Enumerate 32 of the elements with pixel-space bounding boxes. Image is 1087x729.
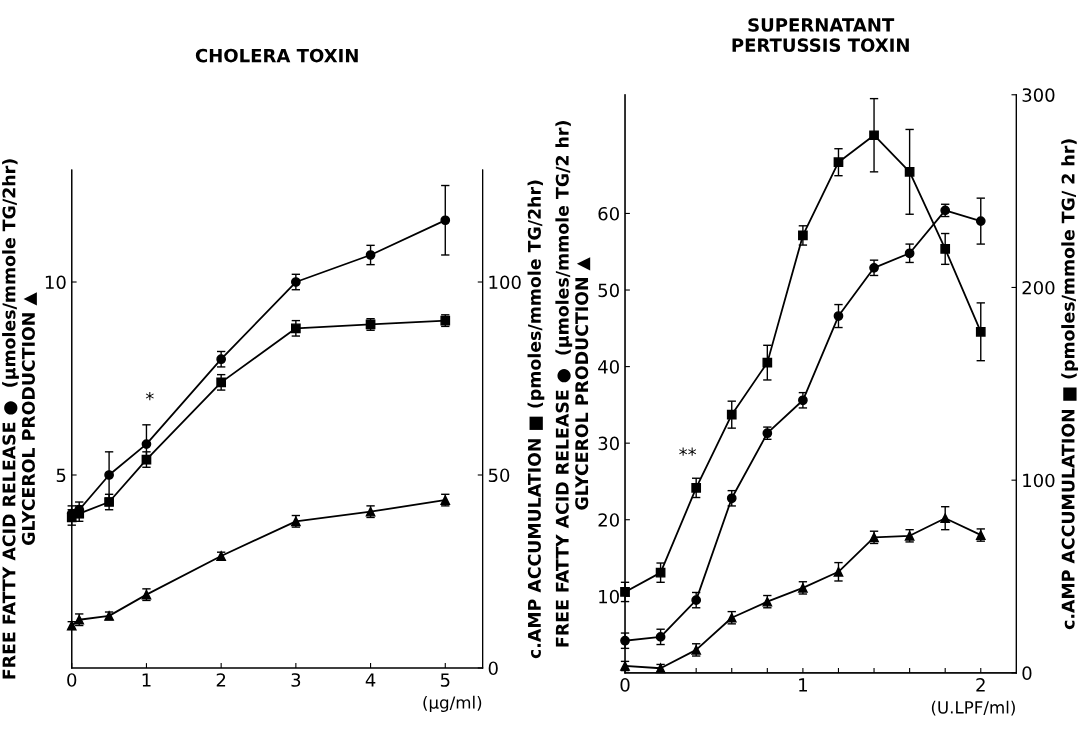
y2-tick-label: 100 [1023,473,1055,488]
y-tick-label: 10 [599,589,619,604]
x-tick-label: 0 [67,673,77,687]
x-tick-label: 4 [365,673,376,687]
y2-tick-label: 300 [1022,88,1055,102]
y2-tick-label: 0 [488,661,498,676]
x-axis-title: (U.LPF/ml) [931,700,1015,716]
y2-tick-label: 200 [1022,280,1055,295]
y-tick-label: 20 [598,513,619,527]
y-tick-label: 40 [598,360,619,374]
x-tick-label: 3 [291,673,301,687]
y2-tick-label: 50 [488,468,510,483]
x-tick-label: 0 [620,678,630,692]
x-tick-label: 2 [976,678,985,692]
x-axis-title: (μg/ml) [423,695,482,712]
annotation: ** [679,447,697,456]
x-tick-label: 2 [216,673,226,687]
chart-title: SUPERNATANT PERTUSSIS TOXIN [732,18,909,53]
y-tick-label: 50 [598,283,619,298]
y2-tick-label: 100 [489,275,521,290]
x-tick-label: 1 [799,678,807,692]
y-tick-label: 30 [598,436,619,451]
y-tick-label: 10 [45,275,66,290]
y2-axis-title: c.AMP ACCUMULATION ■ (pmoles/mmole TG/ 2 hr) [1061,139,1079,630]
y-tick-label: 60 [598,206,619,221]
y-axis-title: FREE FATTY ACID RELEASE ● (μmoles/mmole TG/2hr) GLYCEROL PRODUCTION ▲ [2,159,37,679]
x-tick-label: 1 [142,673,151,687]
x-tick-label: 5 [440,673,450,687]
annotation: * [145,391,154,401]
y-axis-title: FREE FATTY ACID RELEASE ● (μmoles/mmole TG/2 hr) GLYCEROL PRODUCTION ▲ [555,121,591,647]
chart-title: CHOLERA TOXIN [195,48,358,63]
y2-axis-title: c.AMP ACCUMULATION ■ (pmoles/mmole TG/2hr) [527,180,545,659]
